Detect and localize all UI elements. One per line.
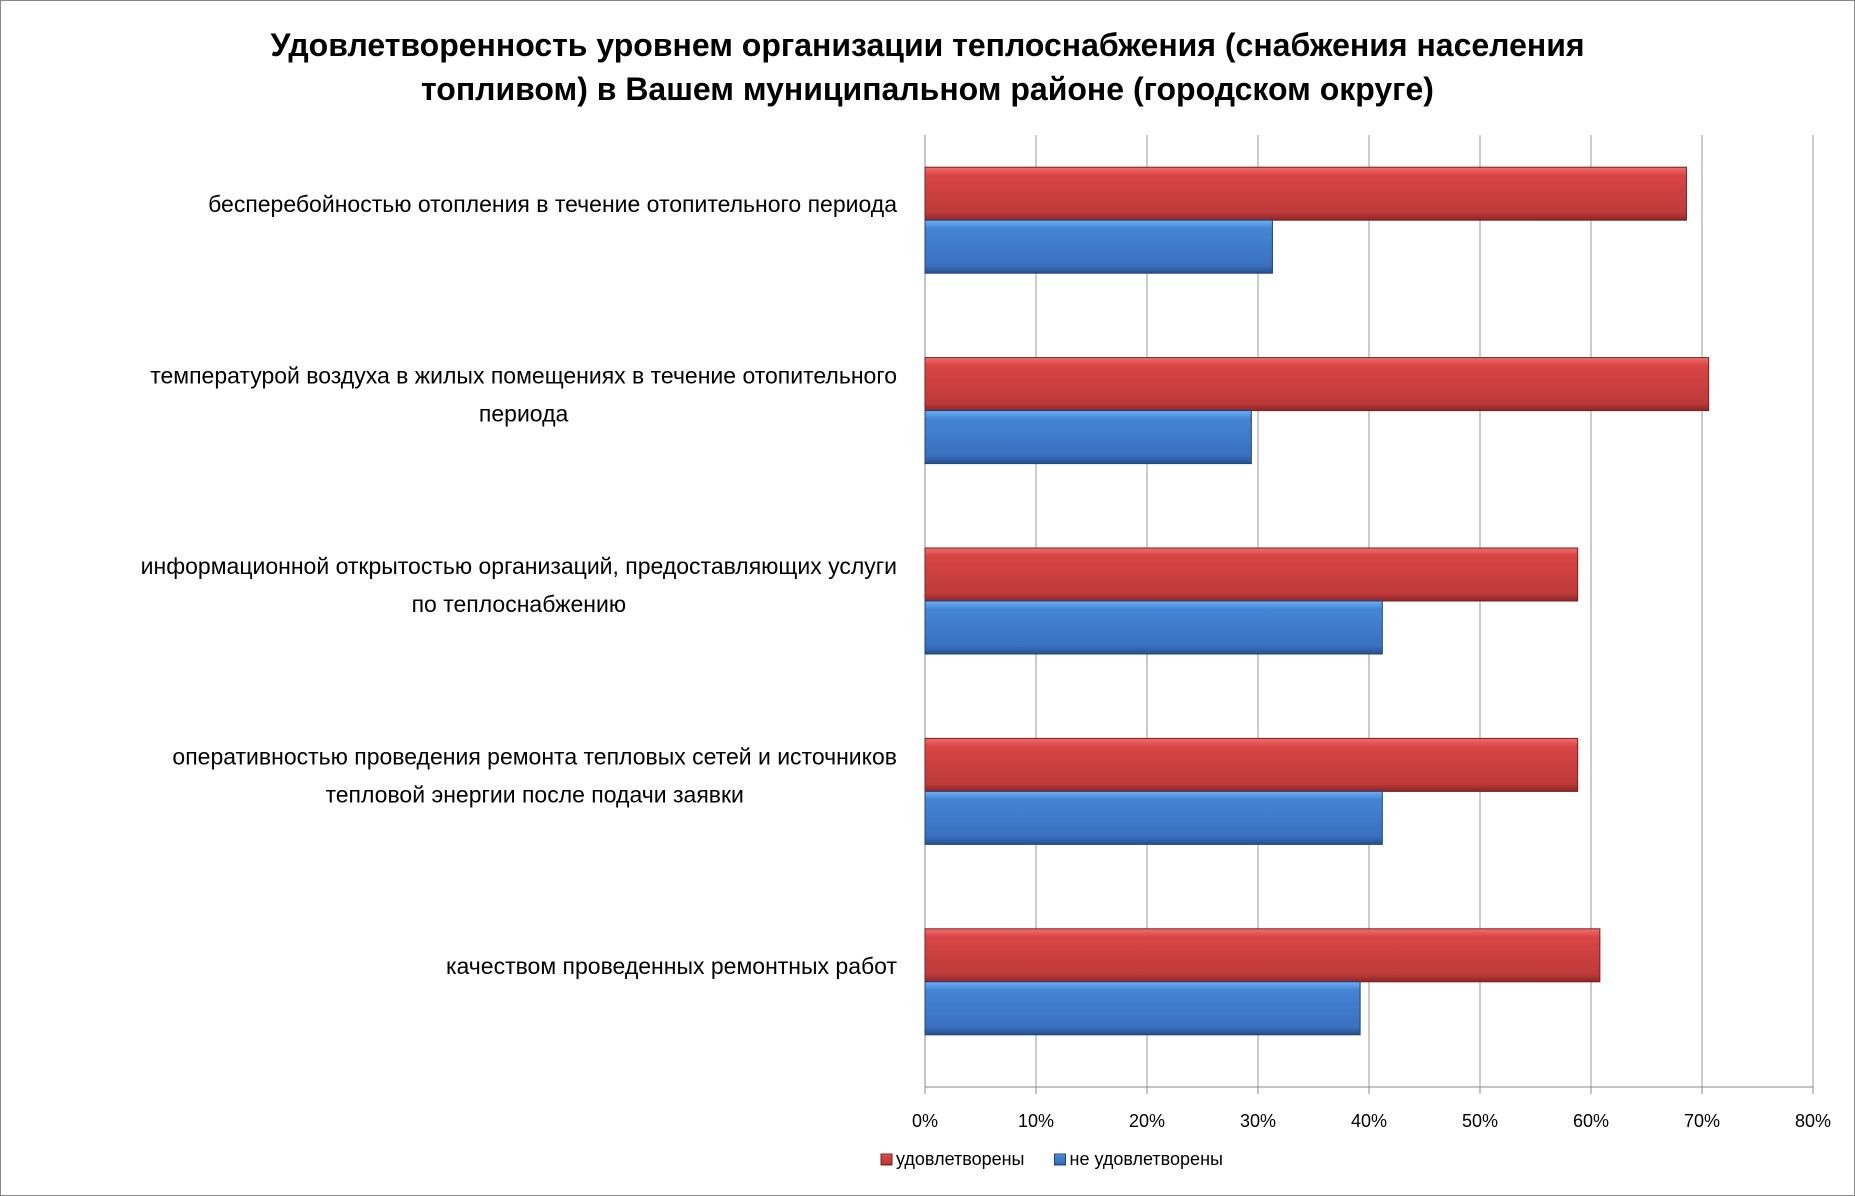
category-label: по теплоснабжению [412, 591, 627, 617]
x-tick-label: 30% [1240, 1111, 1276, 1131]
x-tick-label: 50% [1462, 1111, 1498, 1131]
category-label: оперативностью проведения ремонта теплов… [172, 743, 897, 769]
category-label: информационной открытостью организаций, … [141, 553, 897, 579]
legend-swatch-not-satisfied [1054, 1153, 1066, 1166]
bar-satisfied [924, 166, 1687, 221]
category-label: тепловой энергии после подачи заявки [325, 781, 743, 807]
legend-label: удовлетворены [896, 1149, 1025, 1169]
bar-satisfied [924, 547, 1579, 602]
bar-not-satisfied [924, 600, 1383, 655]
chart-title: Удовлетворенность уровнем организации те… [1, 23, 1854, 111]
x-tick-label: 20% [1129, 1111, 1165, 1131]
bar-not-satisfied [924, 219, 1273, 274]
legend-label: не удовлетворены [1070, 1149, 1223, 1169]
chart-title-line-2: топливом) в Вашем муниципальном районе (… [421, 71, 1434, 107]
x-tick-label: 0% [912, 1111, 938, 1131]
category-label: качеством проведенных ремонтных работ [446, 953, 898, 979]
x-tick-label: 10% [1018, 1111, 1054, 1131]
x-tick-label: 80% [1795, 1111, 1831, 1131]
bar-not-satisfied [924, 790, 1383, 845]
bar-satisfied [924, 357, 1710, 412]
x-tick-label: 40% [1351, 1111, 1387, 1131]
x-tick-label: 60% [1573, 1111, 1609, 1131]
legend-swatch-satisfied [880, 1153, 893, 1166]
category-label: бесперебойностью отопления в течение ото… [208, 191, 897, 217]
x-tick-label: 70% [1684, 1111, 1720, 1131]
bar-satisfied [924, 737, 1579, 792]
bar-satisfied [924, 928, 1601, 983]
bar-not-satisfied [924, 981, 1361, 1036]
chart-title-line-1: Удовлетворенность уровнем организации те… [270, 27, 1585, 63]
category-label: периода [479, 401, 569, 427]
bar-not-satisfied [924, 410, 1252, 465]
category-label: температурой воздуха в жилых помещениях … [150, 363, 897, 389]
